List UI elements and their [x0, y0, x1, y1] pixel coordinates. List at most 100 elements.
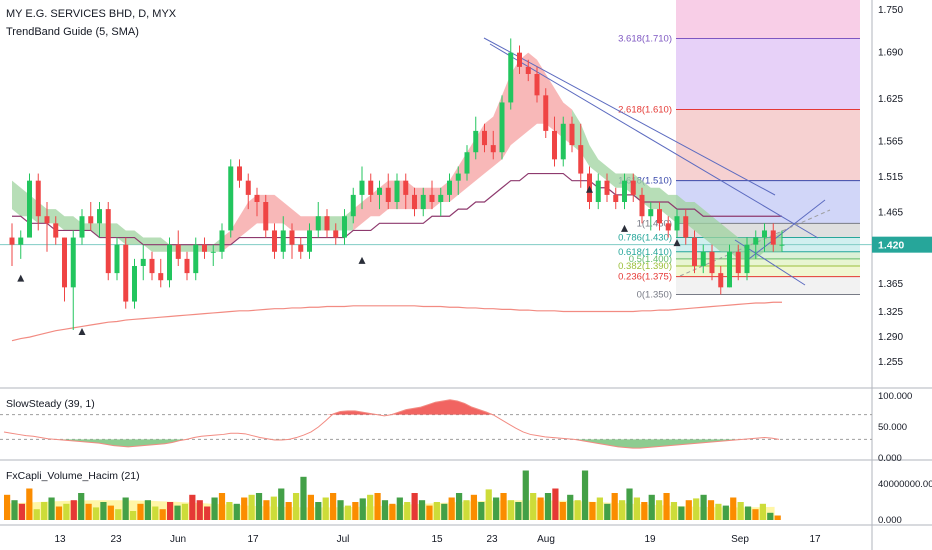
last-price-label: 1.420 — [878, 240, 904, 252]
volume-bar — [255, 493, 263, 520]
candle-body — [744, 244, 750, 274]
candle-body — [447, 180, 452, 195]
candle-body — [27, 180, 32, 238]
fib-zone — [676, 266, 860, 277]
volume-bar — [537, 497, 544, 520]
volume-bar — [485, 489, 492, 520]
candle-body — [578, 145, 584, 174]
volume-bar — [204, 506, 211, 520]
candle-body — [263, 202, 269, 231]
candle-body — [403, 180, 409, 195]
volume-bar — [441, 503, 448, 520]
volume-bar — [515, 502, 522, 520]
volume-bar — [70, 500, 77, 520]
fib-zone — [676, 276, 860, 295]
price-tick-label: 1.565 — [878, 137, 903, 148]
price-tick-label: 1.255 — [878, 357, 903, 368]
signal-triangle-icon — [358, 256, 366, 264]
trendline-1 — [483, 37, 776, 196]
candle-body — [420, 194, 426, 210]
volume-bar — [11, 500, 18, 520]
fib-level-label: 0.618(1.410) — [618, 247, 672, 258]
ma-mid-line — [12, 172, 782, 246]
trendline-dashed — [679, 209, 831, 277]
fib-zone — [676, 258, 860, 266]
volume-bar — [292, 493, 300, 520]
candle-body — [79, 216, 85, 238]
volume-bar — [633, 497, 641, 520]
last-price-badge — [872, 236, 932, 253]
volume-bar — [678, 506, 685, 520]
volume-bar — [589, 502, 596, 520]
volume-bar — [463, 500, 470, 520]
volume-bar — [352, 502, 359, 520]
volume-bar — [544, 493, 552, 520]
volume-bar — [722, 505, 729, 520]
candle-body — [552, 130, 557, 160]
candle-body — [517, 52, 522, 67]
candle-body — [499, 102, 505, 153]
candle-body — [114, 244, 120, 274]
volume-bar — [470, 494, 478, 520]
time-tick-label: 23 — [110, 534, 122, 545]
candle-body — [622, 180, 627, 202]
fib-zone — [676, 38, 860, 110]
candle-body — [770, 230, 776, 245]
candle-body — [700, 251, 706, 266]
fib-level-label: 1(1.450) — [637, 218, 672, 229]
volume-bar — [752, 509, 759, 520]
candle-body — [508, 52, 514, 103]
price-tick-label: 1.325 — [878, 307, 903, 318]
volume-bar — [507, 500, 515, 520]
volume-bar — [129, 511, 137, 520]
fib-level-label: 3.618(1.710) — [618, 33, 672, 44]
candle-body — [237, 166, 242, 181]
candle-body — [88, 216, 94, 224]
candle-body — [665, 223, 671, 231]
candle-body — [210, 251, 216, 253]
volume-bar — [55, 506, 63, 520]
candle-body — [753, 237, 759, 245]
price-tick-label: 1.625 — [878, 94, 903, 105]
candle-body — [289, 230, 295, 245]
volume-bar — [663, 493, 670, 520]
volume-bar — [381, 500, 389, 520]
candle-body — [158, 273, 164, 281]
trend-band-down — [222, 194, 319, 252]
volume-bar — [41, 502, 48, 520]
candle-body — [228, 166, 234, 231]
volume-bar — [530, 493, 537, 520]
candle-body — [140, 258, 146, 266]
candle-body — [97, 209, 102, 224]
volume-bar — [211, 497, 218, 520]
signal-triangle-icon — [673, 239, 681, 247]
volume-bar — [767, 512, 774, 520]
candle-body — [385, 187, 391, 202]
candle-body — [44, 216, 50, 224]
volume-bar — [48, 497, 55, 520]
volume-bar — [596, 497, 603, 520]
volume-bar — [337, 500, 344, 520]
candle-body — [350, 194, 356, 217]
candle-body — [727, 251, 732, 288]
volume-bar — [122, 497, 129, 520]
candle-body — [368, 180, 374, 195]
signal-triangle-icon — [621, 224, 628, 232]
fib-level-label: 0.5(1.400) — [629, 254, 672, 265]
ma-long-line — [11, 301, 782, 342]
volume-bar — [159, 509, 166, 520]
candle-body — [62, 237, 67, 288]
volume-bar — [500, 493, 507, 520]
fib-zone — [676, 0, 860, 39]
candle-body — [762, 230, 767, 238]
volume-bar — [730, 497, 737, 520]
candle-body — [272, 230, 277, 252]
candle-body — [123, 244, 129, 302]
slowsteady-tick-label: 0.000 — [878, 453, 902, 464]
volume-bar — [774, 515, 781, 520]
fib-zone — [676, 109, 860, 181]
candle-body — [245, 180, 251, 195]
volume-bar — [656, 500, 663, 520]
volume-bar — [322, 497, 329, 520]
